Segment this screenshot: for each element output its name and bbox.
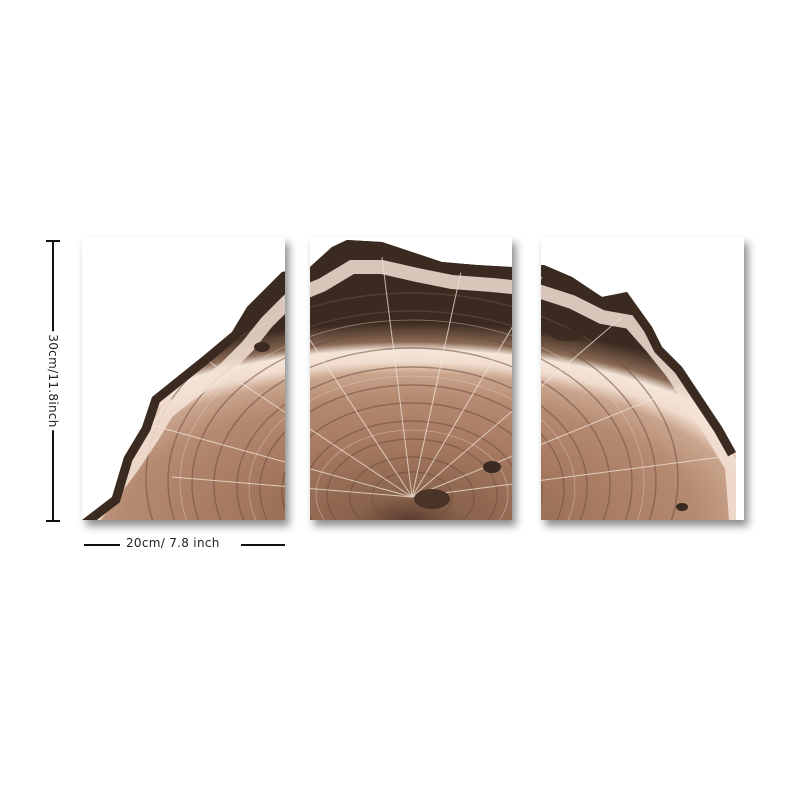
height-dimension-cap-bottom [46,520,60,522]
height-dimension: 30cm/11.8inch [40,240,66,522]
width-dimension-label: 20cm/ 7.8 inch [126,536,220,550]
canvas-panel-center [310,237,512,520]
wood-slice-art-left [82,237,285,520]
canvas-panel-left [82,237,285,520]
canvas-panel-right [541,237,744,520]
width-dimension-line-right [241,544,285,546]
wood-slice-art-right [541,237,736,520]
height-dimension-label: 30cm/11.8inch [46,331,60,431]
width-dimension: 20cm/ 7.8 inch [84,536,285,554]
width-dimension-line-left [84,544,120,546]
wood-slice-art-center [310,237,512,520]
height-dimension-cap-top [46,240,60,242]
